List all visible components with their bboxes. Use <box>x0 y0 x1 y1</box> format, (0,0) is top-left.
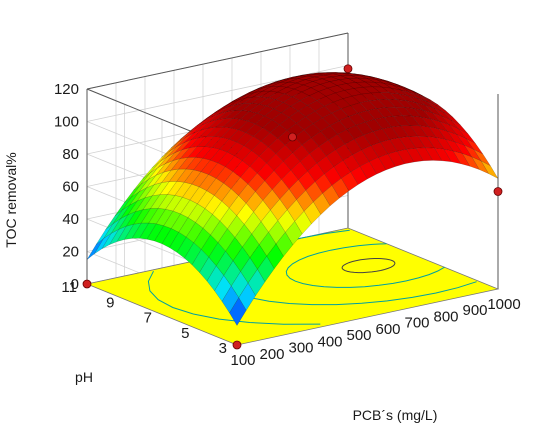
z-axis-title: TOC removal% <box>3 152 19 247</box>
contour-line <box>341 258 396 274</box>
z-tick-label: 0 <box>71 276 79 293</box>
z-tick-label: 100 <box>54 114 79 131</box>
x-tick-label: 700 <box>404 315 429 332</box>
x-axis-title: PCB´s (mg/L) <box>353 407 438 423</box>
y-tick-label: 3 <box>219 340 227 357</box>
x-tick-label: 100 <box>230 352 255 369</box>
x-tick-label: 800 <box>433 308 458 325</box>
design-points <box>82 64 503 350</box>
design-point <box>82 279 92 289</box>
surface-cell <box>480 160 499 179</box>
x-tick-label: 300 <box>288 340 313 357</box>
x-tick-label: 1000 <box>487 296 520 313</box>
response-surface <box>86 72 499 326</box>
frame-edge <box>86 32 349 90</box>
z-tick-label: 20 <box>62 244 79 261</box>
design-point <box>343 64 353 74</box>
design-point <box>493 187 503 196</box>
y-tick-label: 5 <box>181 325 189 342</box>
y-tick-label: 7 <box>144 310 152 327</box>
x-tick-label: 500 <box>346 327 371 344</box>
x-tick-label: 400 <box>317 333 342 350</box>
x-tick-label: 200 <box>259 346 284 363</box>
z-tick-label: 60 <box>62 179 79 196</box>
z-tick-label: 80 <box>62 146 79 163</box>
design-point <box>288 132 297 142</box>
y-tick-label: 9 <box>106 294 114 311</box>
x-tick-label: 600 <box>375 321 400 338</box>
y-axis-title: pH <box>75 369 93 385</box>
contour-line <box>147 270 321 325</box>
floor-plane <box>85 227 500 346</box>
design-point <box>232 340 242 350</box>
contour-line <box>285 243 445 288</box>
z-tick-label: 120 <box>54 81 79 98</box>
z-tick-label: 40 <box>62 211 79 228</box>
y-tick-label: 11 <box>61 279 77 296</box>
x-tick-label: 900 <box>462 302 487 319</box>
